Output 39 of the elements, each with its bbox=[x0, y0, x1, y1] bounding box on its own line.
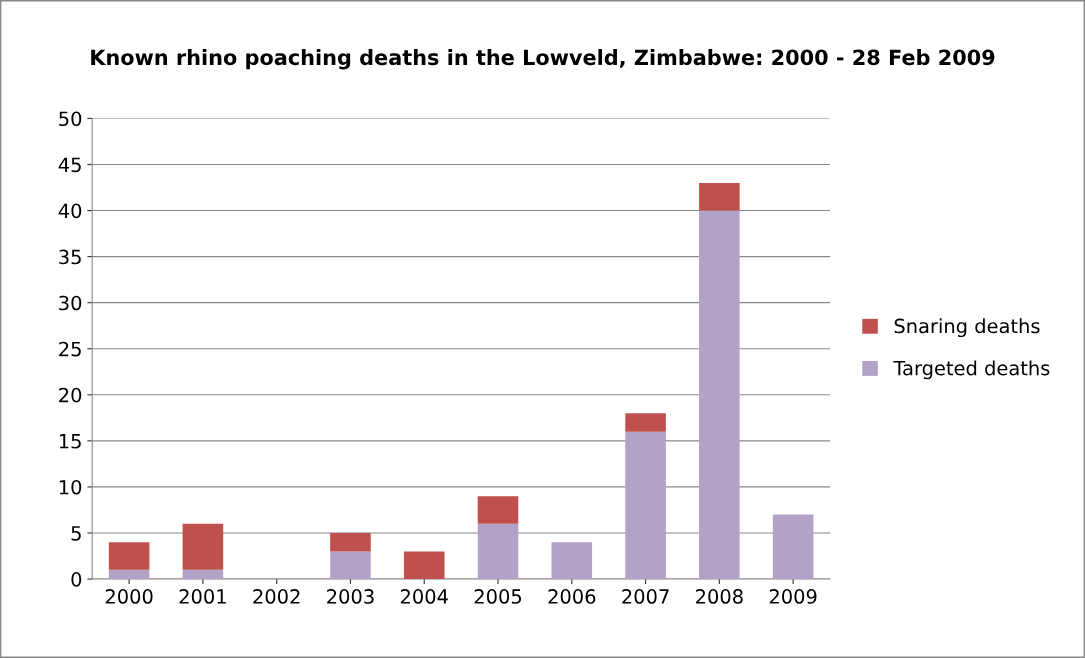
legend-label: Targeted deaths bbox=[893, 360, 1050, 380]
y-tick-label: 45 bbox=[58, 157, 81, 173]
x-tick-label: 2001 bbox=[179, 589, 226, 604]
bar bbox=[403, 551, 445, 580]
y-tick-label: 30 bbox=[59, 295, 82, 311]
y-tick-label: 20 bbox=[59, 387, 82, 403]
bar bbox=[330, 551, 371, 580]
bar bbox=[625, 413, 666, 432]
x-tick-label: 2005 bbox=[474, 589, 522, 604]
x-tick-label: 2002 bbox=[253, 589, 300, 604]
bar bbox=[551, 542, 593, 580]
bar bbox=[182, 523, 224, 570]
y-tick-label: 0 bbox=[71, 572, 82, 587]
x-tick-label: 2009 bbox=[769, 589, 817, 604]
bar bbox=[330, 532, 371, 552]
legend-label: Snaring deaths bbox=[894, 318, 1040, 338]
y-tick-label: 25 bbox=[59, 341, 81, 357]
y-tick-label: 10 bbox=[59, 479, 82, 495]
x-tick-label: 2006 bbox=[548, 589, 596, 604]
bar bbox=[699, 182, 740, 211]
bar bbox=[625, 431, 666, 580]
y-tick-label: 35 bbox=[59, 249, 81, 265]
bar bbox=[108, 542, 150, 570]
y-tick-label: 5 bbox=[71, 526, 81, 541]
bar bbox=[108, 569, 150, 580]
x-tick-label: 2000 bbox=[105, 589, 153, 604]
bar bbox=[477, 523, 519, 580]
y-tick-label: 40 bbox=[58, 203, 82, 219]
chart-title: Known rhino poaching deaths in the Lowveld, Zimbabwe: 2000 - 28 Feb 2009 bbox=[91, 49, 995, 70]
x-tick-label: 2003 bbox=[327, 589, 374, 604]
bar bbox=[699, 210, 740, 580]
bar bbox=[772, 514, 814, 580]
x-tick-label: 2008 bbox=[696, 589, 743, 604]
x-tick-label: 2004 bbox=[400, 589, 448, 604]
bar bbox=[182, 569, 224, 580]
y-tick-label: 50 bbox=[59, 111, 82, 127]
bar bbox=[477, 496, 519, 524]
x-tick-label: 2007 bbox=[622, 589, 669, 604]
y-tick-label: 15 bbox=[59, 434, 81, 449]
